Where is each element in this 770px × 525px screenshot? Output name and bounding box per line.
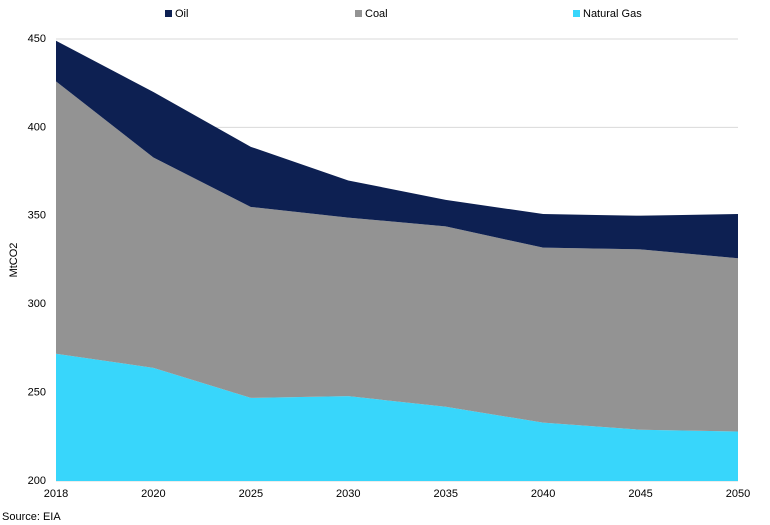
- x-tick-label: 2045: [628, 488, 652, 500]
- x-tick-label: 2050: [726, 488, 750, 500]
- y-tick-label: 300: [28, 298, 46, 310]
- x-tick-label: 2025: [239, 488, 263, 500]
- legend-swatch: [165, 10, 172, 17]
- y-tick-label: 400: [28, 121, 46, 133]
- x-tick-label: 2018: [44, 488, 68, 500]
- x-tick-label: 2030: [336, 488, 360, 500]
- y-axis-label: MtCO2: [8, 243, 20, 278]
- legend-label: Oil: [175, 8, 188, 20]
- legend-swatch: [573, 10, 580, 17]
- x-tick-label: 2035: [433, 488, 457, 500]
- area: [56, 40, 738, 259]
- y-tick-label: 200: [28, 475, 46, 487]
- y-tick-label: 450: [28, 33, 46, 45]
- legend-label: Coal: [365, 8, 388, 20]
- y-tick-label: 350: [28, 210, 46, 222]
- y-tick-label: 250: [28, 387, 46, 399]
- legend-swatch: [355, 10, 362, 17]
- area: [56, 353, 738, 481]
- x-tick-label: 2040: [531, 488, 555, 500]
- area: [56, 81, 738, 432]
- x-tick-label: 2020: [141, 488, 165, 500]
- source-note: Source: EIA: [2, 511, 61, 523]
- legend-label: Natural Gas: [583, 8, 642, 20]
